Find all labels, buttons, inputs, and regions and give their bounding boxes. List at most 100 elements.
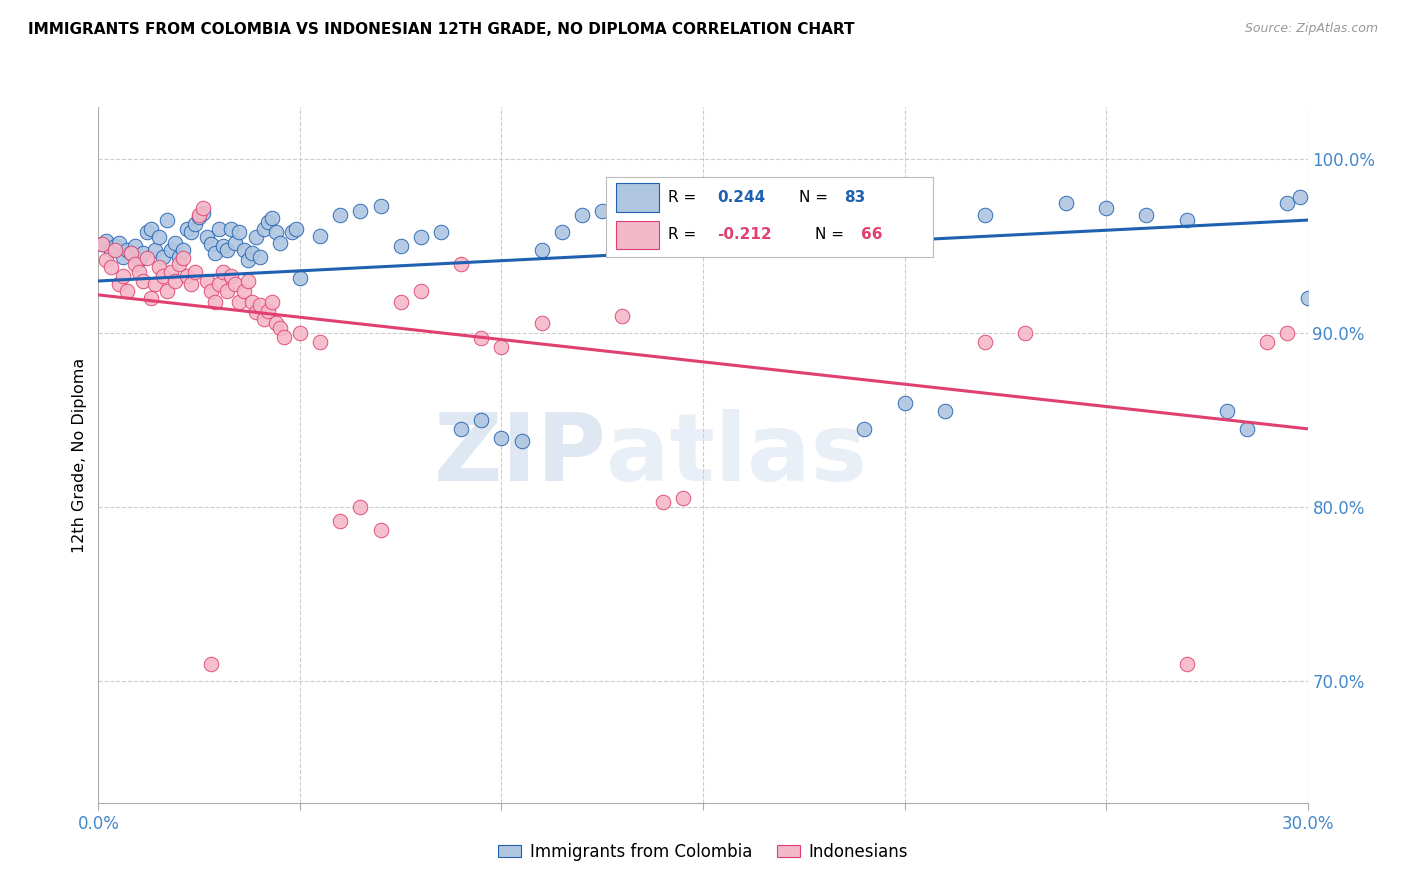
Point	[160, 243, 183, 257]
Point	[143, 277, 166, 292]
Point	[1054, 195, 1077, 210]
Point	[96, 253, 118, 268]
Point	[148, 260, 170, 274]
Point	[389, 294, 412, 309]
Point	[128, 253, 150, 268]
Point	[184, 265, 207, 279]
Point	[288, 326, 311, 340]
Point	[349, 500, 371, 514]
Point	[232, 243, 254, 257]
Point	[200, 657, 222, 671]
Point	[176, 268, 198, 283]
Point	[264, 225, 287, 239]
Point	[152, 268, 174, 283]
Point	[195, 274, 218, 288]
Point	[733, 208, 755, 222]
Point	[148, 230, 170, 244]
Point	[1216, 404, 1239, 418]
Point	[107, 277, 129, 292]
Point	[450, 256, 472, 270]
Point	[204, 294, 226, 309]
Point	[288, 270, 311, 285]
Point	[100, 243, 122, 257]
Point	[180, 277, 202, 292]
Point	[200, 285, 222, 299]
Point	[139, 221, 162, 235]
Point	[228, 225, 250, 239]
Point	[309, 334, 332, 349]
Point	[172, 252, 194, 266]
Point	[260, 294, 283, 309]
Point	[103, 243, 125, 257]
Point	[470, 331, 492, 345]
Point	[217, 243, 239, 257]
Point	[672, 491, 695, 506]
Point	[193, 201, 215, 215]
Point	[893, 395, 915, 409]
Point	[256, 303, 278, 318]
Point	[853, 422, 876, 436]
Point	[236, 253, 259, 268]
Point	[273, 329, 295, 343]
Point	[221, 268, 243, 283]
Point	[103, 239, 125, 253]
Point	[430, 225, 453, 239]
Point	[124, 256, 146, 270]
Point	[530, 243, 553, 257]
Point	[221, 221, 243, 235]
Point	[111, 250, 134, 264]
Point	[135, 252, 157, 266]
Point	[281, 225, 304, 239]
Point	[470, 413, 492, 427]
Point	[193, 206, 215, 220]
Point	[409, 230, 432, 244]
Point	[195, 230, 218, 244]
Point	[132, 274, 155, 288]
Point	[208, 221, 231, 235]
Text: ZIP: ZIP	[433, 409, 606, 501]
Point	[236, 274, 259, 288]
Point	[120, 246, 142, 260]
Point	[107, 235, 129, 250]
Point	[349, 204, 371, 219]
Point	[224, 277, 246, 292]
Point	[249, 250, 271, 264]
Point	[115, 285, 138, 299]
Point	[232, 285, 254, 299]
Point	[491, 340, 513, 354]
Point	[253, 221, 276, 235]
Point	[167, 256, 190, 270]
Point	[176, 221, 198, 235]
Point	[1277, 326, 1299, 340]
Point	[1175, 213, 1198, 227]
Point	[172, 243, 194, 257]
Point	[143, 243, 166, 257]
Point	[974, 208, 997, 222]
Point	[256, 215, 278, 229]
Point	[974, 334, 997, 349]
Point	[651, 495, 673, 509]
Point	[284, 221, 307, 235]
Point	[160, 265, 183, 279]
Text: atlas: atlas	[606, 409, 868, 501]
Point	[212, 265, 235, 279]
Point	[260, 211, 283, 226]
Point	[245, 230, 267, 244]
Point	[551, 225, 574, 239]
Point	[1277, 195, 1299, 210]
Point	[612, 230, 634, 244]
Point	[1175, 657, 1198, 671]
Text: Source: ZipAtlas.com: Source: ZipAtlas.com	[1244, 22, 1378, 36]
Point	[813, 213, 835, 227]
Point	[510, 434, 533, 448]
Point	[200, 237, 222, 252]
Point	[370, 199, 392, 213]
Point	[180, 225, 202, 239]
Point	[934, 404, 956, 418]
Point	[1236, 422, 1258, 436]
Point	[100, 260, 122, 274]
Point	[389, 239, 412, 253]
Point	[240, 246, 263, 260]
Point	[132, 246, 155, 260]
Point	[163, 235, 186, 250]
